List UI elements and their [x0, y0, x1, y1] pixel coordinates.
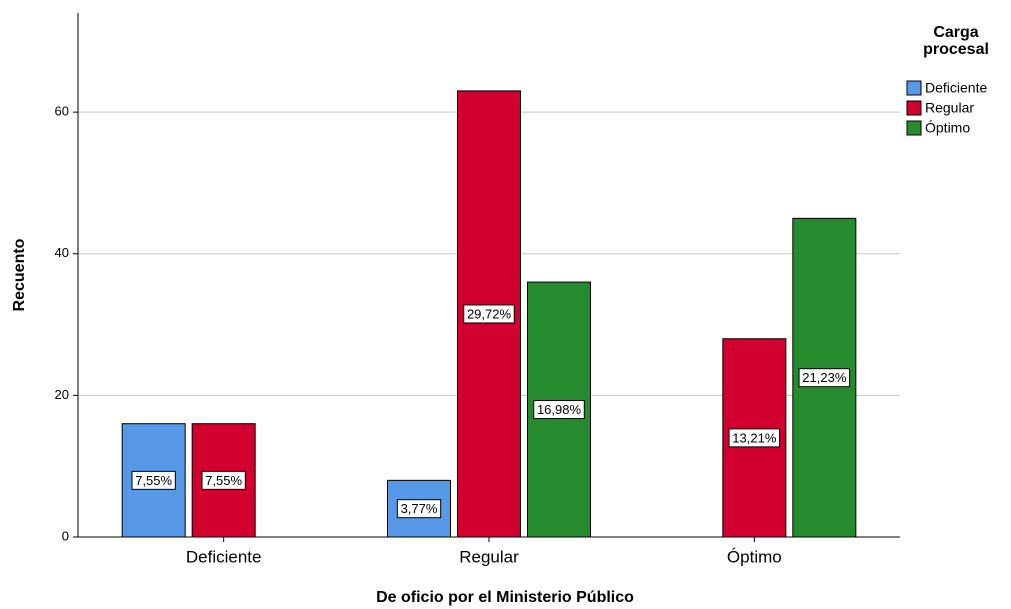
data-label-box — [728, 428, 781, 448]
legend-label: Regular — [925, 100, 974, 116]
legend-label: Deficiente — [925, 80, 987, 96]
legend-swatch — [906, 80, 922, 96]
data-label-box — [798, 368, 851, 388]
data-label-box — [533, 400, 585, 420]
legend-swatch — [906, 120, 922, 136]
y-tick-label: 0 — [62, 528, 69, 543]
legend-title: Carga procesal — [923, 24, 989, 58]
data-label: 13,21% — [732, 430, 777, 445]
y-tick-label: 20 — [55, 387, 69, 402]
legend-swatch — [906, 100, 922, 116]
data-label: 7,55% — [205, 473, 242, 488]
legend-label: Óptimo — [925, 120, 970, 136]
data-label-box — [396, 499, 442, 519]
y-axis-label: Recuento — [11, 238, 28, 311]
x-axis-label: De oficio por el Ministerio Público — [376, 589, 634, 606]
data-label-box — [131, 470, 176, 490]
data-label-box — [463, 304, 515, 324]
data-label: 29,72% — [467, 306, 512, 321]
data-label: 21,23% — [802, 370, 847, 385]
x-tick-label: Deficiente — [186, 547, 262, 566]
data-label-box — [201, 470, 246, 490]
x-tick-label: Óptimo — [727, 547, 782, 566]
y-tick-label: 40 — [55, 245, 69, 260]
data-label: 16,98% — [537, 402, 582, 417]
data-label: 3,77% — [401, 501, 438, 516]
x-tick-label: Regular — [459, 547, 519, 566]
data-label: 7,55% — [135, 473, 172, 488]
y-tick-label: 60 — [55, 104, 69, 119]
